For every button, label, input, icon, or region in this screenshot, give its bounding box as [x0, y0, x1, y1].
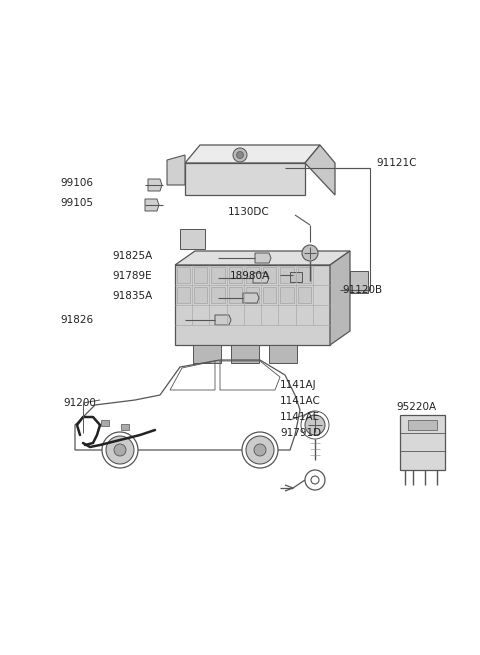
Polygon shape — [215, 315, 231, 325]
Polygon shape — [231, 345, 259, 363]
Text: 99106: 99106 — [60, 178, 93, 188]
Circle shape — [106, 436, 134, 464]
Text: 1130DC: 1130DC — [228, 207, 270, 217]
Circle shape — [114, 444, 126, 456]
Circle shape — [102, 432, 138, 468]
Bar — [246, 287, 259, 303]
Text: 18980A: 18980A — [230, 271, 270, 281]
Polygon shape — [175, 251, 350, 265]
Text: 95220A: 95220A — [396, 402, 436, 412]
Bar — [263, 287, 276, 303]
Bar — [228, 267, 242, 283]
Polygon shape — [350, 271, 368, 293]
Polygon shape — [193, 345, 221, 363]
Polygon shape — [255, 253, 271, 263]
Circle shape — [242, 432, 278, 468]
Polygon shape — [167, 155, 185, 185]
Bar — [212, 287, 225, 303]
Polygon shape — [305, 145, 335, 195]
Polygon shape — [175, 265, 330, 345]
Polygon shape — [180, 229, 205, 249]
Bar — [408, 420, 437, 430]
Text: 91826: 91826 — [60, 315, 93, 325]
Polygon shape — [253, 273, 269, 283]
Polygon shape — [121, 424, 129, 430]
Polygon shape — [101, 420, 109, 426]
Polygon shape — [145, 199, 159, 211]
Bar — [298, 287, 311, 303]
Polygon shape — [330, 251, 350, 345]
Text: 91825A: 91825A — [112, 251, 152, 261]
Bar — [246, 267, 259, 283]
Text: 1141AC: 1141AC — [280, 396, 321, 406]
Bar — [298, 267, 311, 283]
Text: 91835A: 91835A — [112, 291, 152, 301]
Polygon shape — [269, 345, 297, 363]
Circle shape — [246, 436, 274, 464]
Circle shape — [233, 148, 247, 162]
Circle shape — [305, 415, 325, 435]
Circle shape — [254, 444, 266, 456]
Bar — [280, 287, 294, 303]
Circle shape — [237, 151, 243, 159]
Bar — [194, 267, 207, 283]
Bar — [194, 287, 207, 303]
Polygon shape — [243, 293, 259, 303]
Polygon shape — [148, 179, 162, 191]
Bar — [177, 267, 190, 283]
Bar — [212, 267, 225, 283]
Text: 91200: 91200 — [63, 398, 96, 408]
Polygon shape — [185, 145, 320, 163]
Text: 91120B: 91120B — [342, 285, 382, 295]
Bar — [228, 287, 242, 303]
Text: 1141AE: 1141AE — [280, 412, 320, 422]
Bar — [177, 287, 190, 303]
Text: 91121C: 91121C — [376, 158, 417, 168]
Bar — [280, 267, 294, 283]
Text: 91789E: 91789E — [112, 271, 152, 281]
Text: 1141AJ: 1141AJ — [280, 380, 317, 390]
Text: 99105: 99105 — [60, 198, 93, 208]
Polygon shape — [185, 163, 305, 195]
Text: 91791D: 91791D — [280, 428, 321, 438]
Circle shape — [302, 245, 318, 261]
Polygon shape — [400, 415, 445, 470]
Polygon shape — [290, 272, 302, 282]
Bar — [263, 267, 276, 283]
